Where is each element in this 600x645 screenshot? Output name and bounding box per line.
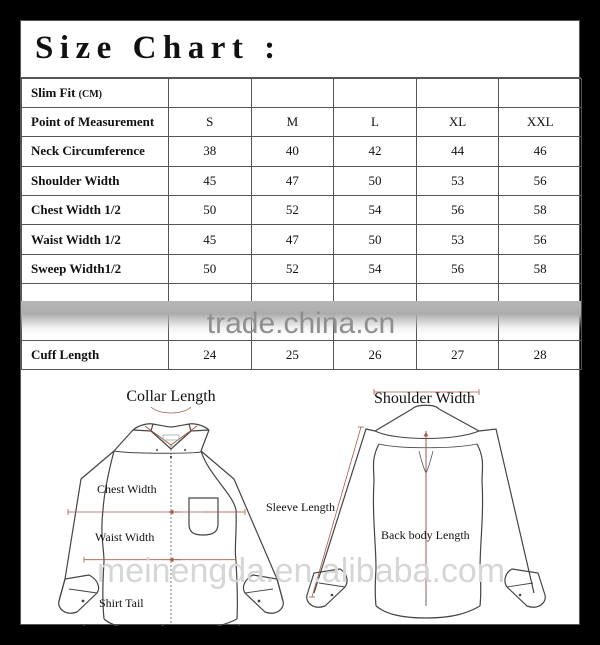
- svg-text:Back body Length: Back body Length: [381, 528, 470, 542]
- svg-text:Collar Length: Collar Length: [126, 389, 215, 405]
- svg-text:Waist Width: Waist Width: [95, 530, 154, 544]
- svg-text:Shoulder Width: Shoulder Width: [374, 390, 475, 407]
- svg-text:Sleeve Length: Sleeve Length: [266, 500, 335, 514]
- svg-text:Chest Width: Chest Width: [97, 482, 157, 496]
- svg-text:Shirt Tail: Shirt Tail: [99, 596, 144, 610]
